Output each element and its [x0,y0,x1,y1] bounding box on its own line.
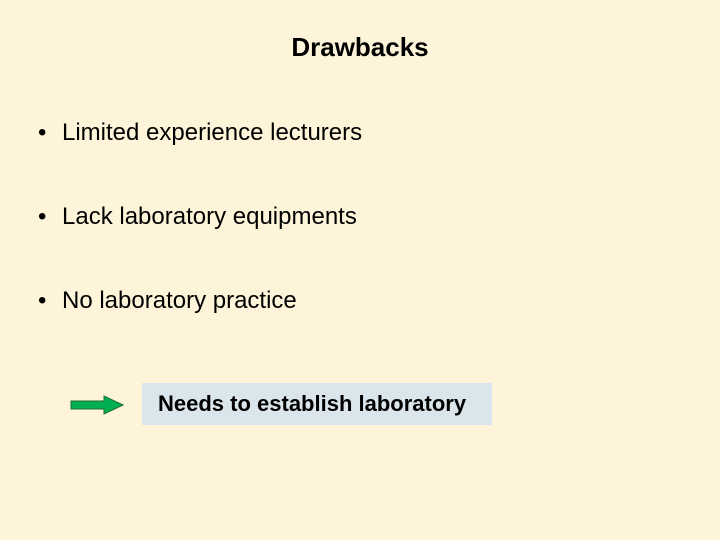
bullet-text: Lack laboratory equipments [62,203,357,230]
slide: Drawbacks Limited experience lecturers L… [0,0,720,540]
arrow-shape [71,396,123,414]
bullet-list: Limited experience lecturers Lack labora… [34,118,680,370]
slide-title: Drawbacks [0,32,720,63]
callout-box: Needs to establish laboratory [142,383,492,425]
callout-row: Needs to establish laboratory [70,382,660,426]
arrow-right-icon [70,395,124,415]
callout-text: Needs to establish laboratory [158,391,466,416]
list-item: No laboratory practice [34,286,680,316]
list-item: Limited experience lecturers [34,118,680,148]
bullet-text: No laboratory practice [62,287,297,314]
bullet-text: Limited experience lecturers [62,119,362,146]
list-item: Lack laboratory equipments [34,202,680,232]
